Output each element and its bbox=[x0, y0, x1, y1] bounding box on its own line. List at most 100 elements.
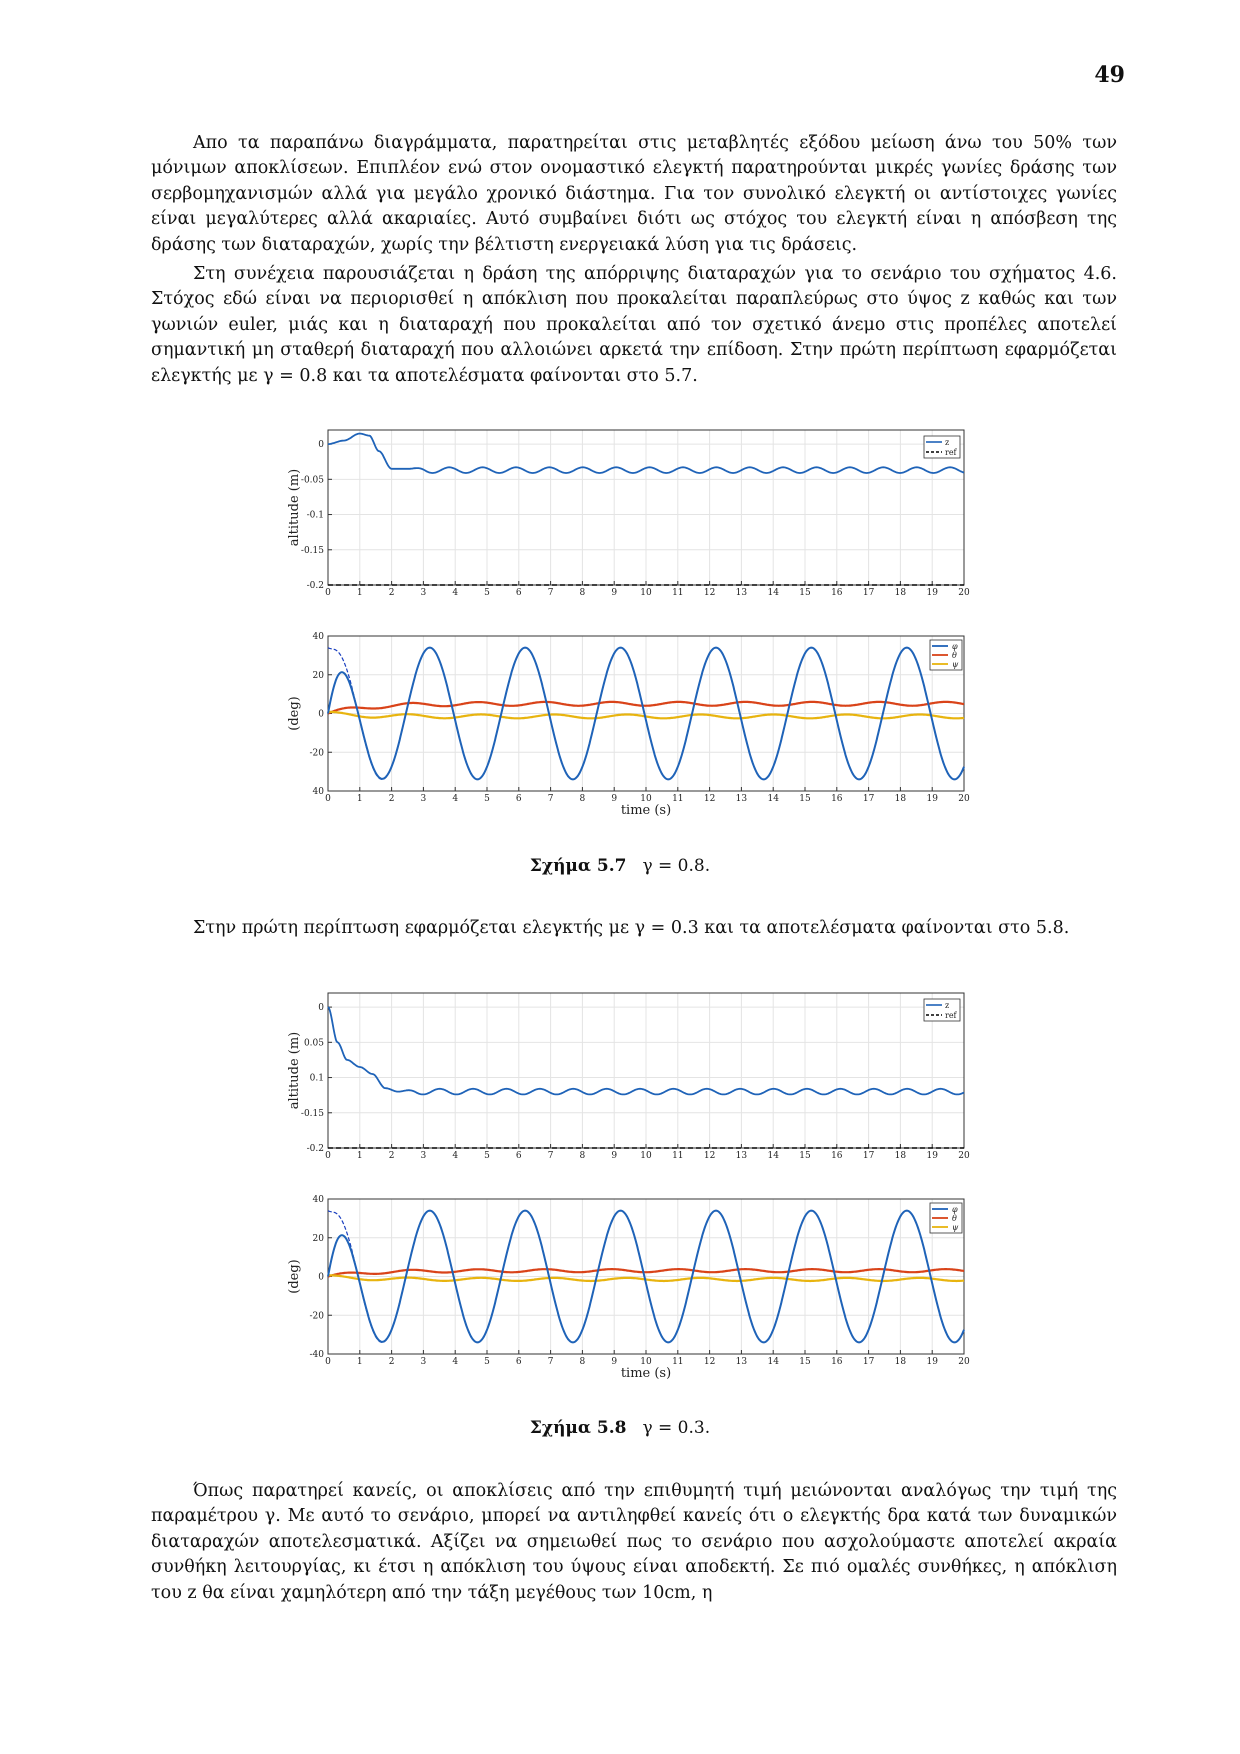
x-tick-label: 20 bbox=[958, 1357, 970, 1367]
x-tick-label: 1 bbox=[357, 1357, 363, 1367]
series-theta-line bbox=[327, 700, 965, 715]
legend-label: θ bbox=[952, 651, 957, 660]
chart-panel-2: 0 1 2 3 4 5 6 7 8 9 10 11 12 13 14 15 16 17 18 19 2000.050.1… bbox=[287, 992, 970, 1161]
x-tick-label: 11 bbox=[672, 1357, 683, 1367]
x-tick-label: 7 bbox=[548, 1357, 554, 1367]
x-tick-label: 5 bbox=[484, 794, 490, 804]
x-tick-label: 2 bbox=[389, 1357, 395, 1367]
x-tick-label: 17 bbox=[863, 1357, 875, 1367]
x-tick-label: 16 bbox=[831, 1151, 843, 1161]
paragraph-3-text: Στην πρώτη περίπτωση εφαρμόζεται ελεγκτή… bbox=[193, 918, 1070, 938]
series-z-line bbox=[327, 1006, 965, 1096]
x-tick-label: 8 bbox=[580, 1357, 586, 1367]
x-tick-label: 1 bbox=[357, 588, 363, 598]
x-tick-label: 1 bbox=[357, 1151, 363, 1161]
x-tick-label: 5 bbox=[484, 1357, 490, 1367]
paragraph-2: Στη συνέχεια παρουσιάζεται η δράση της α… bbox=[151, 262, 1117, 389]
x-tick-label: 12 bbox=[704, 794, 715, 804]
x-tick-label: 20 bbox=[958, 1151, 970, 1161]
legend-label: ψ bbox=[952, 1223, 959, 1232]
x-tick-label: 3 bbox=[421, 794, 427, 804]
y-axis-label: (deg) bbox=[287, 1259, 302, 1293]
legend-label: ψ bbox=[952, 660, 959, 669]
paragraph-3: Στην πρώτη περίπτωση εφαρμόζεται ελεγκτή… bbox=[151, 916, 1117, 941]
x-tick-label: 9 bbox=[611, 794, 617, 804]
paragraph-1: Απο τα παραπάνω διαγράμματα, παρατηρείτα… bbox=[151, 131, 1117, 258]
y-tick-label: 0.05 bbox=[304, 1038, 324, 1048]
y-tick-label: -0.1 bbox=[307, 511, 324, 521]
y-tick-label: -20 bbox=[310, 748, 325, 758]
y-tick-label: 20 bbox=[313, 671, 325, 681]
x-tick-label: 5 bbox=[484, 1151, 490, 1161]
chart-panel-0: 0 1 2 3 4 5 6 7 8 9 10 11 12 13 14 15 16 17 18 19 200-0.05-0… bbox=[287, 429, 970, 598]
x-tick-label: 3 bbox=[421, 1151, 427, 1161]
legend-ref-label: ref bbox=[945, 1011, 958, 1020]
caption-5-7-text: γ = 0.8. bbox=[642, 856, 711, 876]
y-tick-label: -0.05 bbox=[301, 475, 324, 485]
x-tick-label: 20 bbox=[958, 588, 970, 598]
caption-5-8-label: Σχήμα 5.8 bbox=[529, 1418, 627, 1438]
x-tick-label: 10 bbox=[640, 794, 652, 804]
x-tick-label: 10 bbox=[640, 588, 652, 598]
caption-5-7: Σχήμα 5.7 γ = 0.8. bbox=[0, 856, 1240, 876]
figure-5-7: 0 1 2 3 4 5 6 7 8 9 10 11 12 13 14 15 16 17 18 19 20 0 -0.05 -0… bbox=[0, 425, 1240, 869]
x-tick-label: 16 bbox=[831, 794, 843, 804]
y-tick-label: -20 bbox=[310, 1311, 325, 1321]
x-tick-label: 11 bbox=[672, 1151, 683, 1161]
x-axis-label: time (s) bbox=[621, 1366, 671, 1381]
figure-5-8: 0 1 2 3 4 5 6 7 8 9 10 11 12 13 14 15 16 17 18 19 20 0 0.05 0.1… bbox=[0, 988, 1240, 1432]
x-tick-label: 17 bbox=[863, 588, 875, 598]
x-tick-label: 14 bbox=[767, 794, 779, 804]
x-tick-label: 2 bbox=[389, 794, 395, 804]
x-tick-label: 8 bbox=[580, 588, 586, 598]
x-tick-label: 12 bbox=[704, 588, 715, 598]
x-tick-label: 0 bbox=[325, 1357, 331, 1367]
chart-panel-1: 0 1 2 3 4 5 6 7 8 9 10 11 12 13 14 15 16 17 18 19 2040200-20… bbox=[287, 632, 970, 818]
x-tick-label: 15 bbox=[799, 1357, 811, 1367]
x-tick-label: 15 bbox=[799, 794, 811, 804]
legend-z-label: z bbox=[945, 438, 949, 447]
x-tick-label: 13 bbox=[736, 794, 748, 804]
y-tick-label: -0.2 bbox=[307, 581, 324, 591]
chart-panel-3: 0 1 2 3 4 5 6 7 8 9 10 11 12 13 14 15 16 17 18 19 2040200-20… bbox=[287, 1195, 970, 1381]
y-tick-label: -40 bbox=[310, 1350, 325, 1360]
y-tick-label: 0 bbox=[318, 440, 324, 450]
legend-label: θ bbox=[952, 1214, 957, 1223]
series-phi-line bbox=[327, 1209, 965, 1344]
x-tick-label: 14 bbox=[767, 588, 779, 598]
x-tick-label: 6 bbox=[516, 1151, 522, 1161]
legend-label: φ bbox=[952, 642, 958, 651]
x-axis-label: time (s) bbox=[621, 803, 671, 818]
series-phi-line bbox=[327, 646, 965, 781]
x-tick-label: 4 bbox=[452, 1151, 458, 1161]
x-tick-label: 13 bbox=[736, 1357, 748, 1367]
x-tick-label: 12 bbox=[704, 1357, 715, 1367]
y-tick-label: -0.15 bbox=[301, 1109, 324, 1119]
y-tick-label: 0 bbox=[318, 1273, 324, 1283]
x-tick-label: 3 bbox=[421, 588, 427, 598]
caption-5-8-text: γ = 0.3. bbox=[642, 1418, 711, 1438]
paragraph-1-text: Απο τα παραπάνω διαγράμματα, παρατηρείτα… bbox=[151, 133, 1117, 255]
x-tick-label: 16 bbox=[831, 588, 843, 598]
y-axis-label: altitude (m) bbox=[287, 469, 302, 547]
page-number: 49 bbox=[1094, 62, 1125, 88]
series-theta-line bbox=[327, 1268, 965, 1278]
y-tick-label: 0 bbox=[318, 1003, 324, 1013]
y-tick-label: -0.15 bbox=[301, 546, 324, 556]
x-tick-label: 11 bbox=[672, 794, 683, 804]
y-tick-label: 40 bbox=[313, 787, 325, 797]
x-tick-label: 11 bbox=[672, 588, 683, 598]
x-tick-label: 6 bbox=[516, 1357, 522, 1367]
x-tick-label: 19 bbox=[926, 794, 938, 804]
x-tick-label: 2 bbox=[389, 588, 395, 598]
legend-label: φ bbox=[952, 1205, 958, 1214]
x-tick-label: 9 bbox=[611, 1151, 617, 1161]
x-tick-label: 18 bbox=[895, 1357, 907, 1367]
paragraph-2-text: Στη συνέχεια παρουσιάζεται η δράση της α… bbox=[151, 264, 1117, 386]
x-tick-label: 0 bbox=[325, 1151, 331, 1161]
y-tick-label: 40 bbox=[313, 1195, 325, 1205]
x-tick-label: 18 bbox=[895, 588, 907, 598]
x-tick-label: 1 bbox=[357, 794, 363, 804]
caption-5-7-label: Σχήμα 5.7 bbox=[529, 856, 627, 876]
series-z-line bbox=[328, 432, 965, 474]
